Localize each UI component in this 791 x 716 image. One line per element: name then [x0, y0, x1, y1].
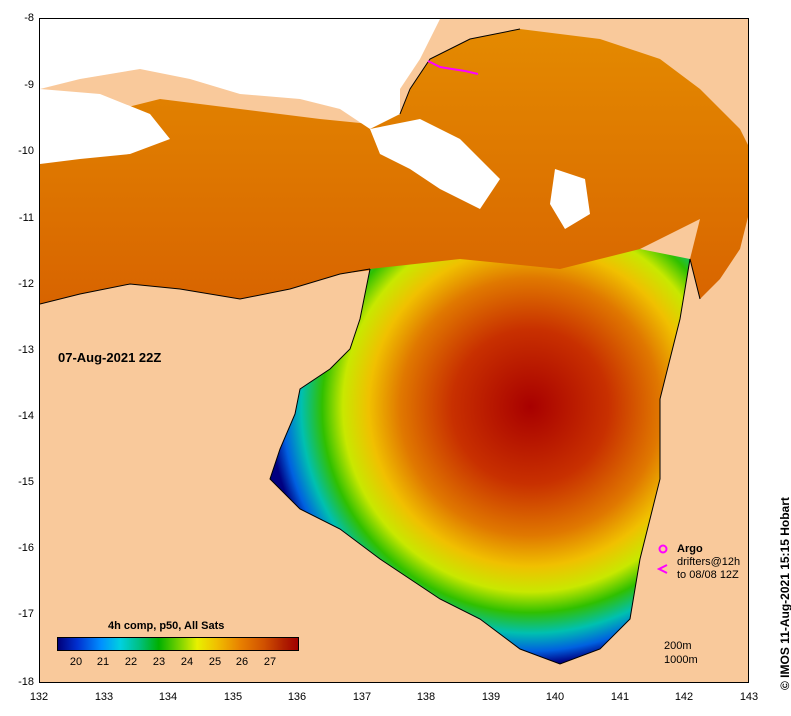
y-tick-label: -14: [18, 410, 34, 422]
y-tick-label: -15: [18, 476, 34, 488]
x-tick-label: 143: [739, 691, 759, 703]
colorbar-tick-label: 20: [69, 656, 83, 668]
y-tick-label: -8: [24, 12, 34, 24]
y-tick-label: -9: [24, 79, 34, 91]
cloud-no-data: [40, 19, 440, 129]
y-tick-label: -18: [18, 676, 34, 688]
x-tick-label: 135: [223, 691, 243, 703]
gulf-of-carpentaria: [270, 249, 690, 664]
y-tick-label: -11: [18, 212, 34, 224]
drifters-label: drifters@12h: [677, 556, 741, 568]
y-tick-label: -16: [18, 542, 34, 554]
colorbar-title: 4h comp, p50, All Sats: [108, 620, 225, 632]
x-tick-label: 138: [416, 691, 436, 703]
x-tick-label: 142: [674, 691, 694, 703]
argo-marker-icon: [658, 544, 668, 554]
argo-label: Argo: [677, 543, 703, 555]
cloud-no-data: [550, 169, 590, 229]
drifters-time-label: to 08/08 12Z: [677, 569, 739, 581]
y-tick-label: -17: [18, 608, 34, 620]
x-tick-label: 136: [287, 691, 307, 703]
colorbar-tick-label: 26: [235, 656, 249, 668]
drifter-arrow-icon: [657, 564, 668, 574]
y-tick-label: -12: [18, 278, 34, 290]
drifter-track: [427, 60, 479, 75]
x-tick-label: 139: [481, 691, 501, 703]
map-timestamp: 07-Aug-2021 22Z: [58, 350, 162, 365]
colorbar-tick-label: 21: [96, 656, 110, 668]
depth-200m-label: 200m: [664, 640, 692, 652]
coastline: [269, 258, 701, 665]
x-tick-label: 137: [352, 691, 372, 703]
colorbar-tick-label: 25: [208, 656, 222, 668]
x-tick-label: 140: [545, 691, 565, 703]
coastline: [399, 28, 521, 115]
x-tick-label: 132: [29, 691, 49, 703]
arafura-sea: [40, 29, 748, 304]
map-frame: [39, 18, 749, 683]
colorbar-tick-label: 24: [180, 656, 194, 668]
imos-credit: © IMOS 11-Aug-2021 15:15 Hobart: [778, 497, 791, 690]
y-tick-label: -10: [18, 145, 34, 157]
colorbar-tick-label: 22: [124, 656, 138, 668]
colorbar-tick-label: 27: [263, 656, 277, 668]
sst-map: [40, 19, 748, 665]
colorbar-tick-label: 23: [152, 656, 166, 668]
coastline: [40, 268, 371, 305]
x-tick-label: 133: [94, 691, 114, 703]
depth-1000m-label: 1000m: [664, 654, 698, 666]
cloud-no-data: [40, 89, 170, 164]
cloud-no-data: [370, 119, 500, 209]
y-tick-label: -13: [18, 344, 34, 356]
sst-colorbar: [57, 637, 299, 651]
x-tick-label: 134: [158, 691, 178, 703]
x-tick-label: 141: [610, 691, 630, 703]
